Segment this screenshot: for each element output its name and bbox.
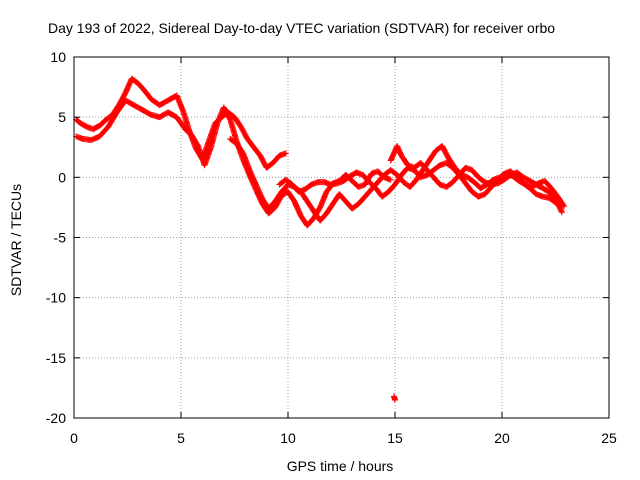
- series-track-c: [227, 135, 568, 224]
- series-outlier: [390, 393, 398, 403]
- grid-lines: [74, 57, 609, 418]
- y-tick-label: -20: [46, 410, 66, 426]
- y-axis-label: SDTVAR / TECUs: [8, 184, 24, 296]
- x-tick-label: 0: [70, 430, 78, 446]
- x-tick-label: 25: [601, 430, 617, 446]
- data-point: [282, 150, 289, 157]
- y-tick-label: 10: [50, 49, 66, 65]
- y-tick-label: 5: [58, 109, 66, 125]
- data-point: [392, 396, 398, 403]
- chart-title: Day 193 of 2022, Sidereal Day-to-day VTE…: [48, 20, 555, 36]
- y-tick-label: -5: [54, 230, 67, 246]
- y-tick-label: 0: [58, 169, 66, 185]
- x-axis-label: GPS time / hours: [287, 458, 394, 474]
- data-point: [558, 209, 565, 216]
- x-tick-label: 20: [494, 430, 510, 446]
- data-points: [73, 75, 568, 403]
- x-tick-label: 10: [280, 430, 296, 446]
- axis-ticks: 0 5 10 15 20 25 -20 -15 -10 -5 0 5 10: [46, 49, 617, 446]
- data-point: [387, 176, 394, 183]
- x-tick-label: 5: [177, 430, 185, 446]
- x-tick-label: 15: [387, 430, 403, 446]
- series-track-e: [387, 143, 565, 216]
- y-tick-label: -15: [46, 350, 66, 366]
- y-tick-label: -10: [46, 290, 66, 306]
